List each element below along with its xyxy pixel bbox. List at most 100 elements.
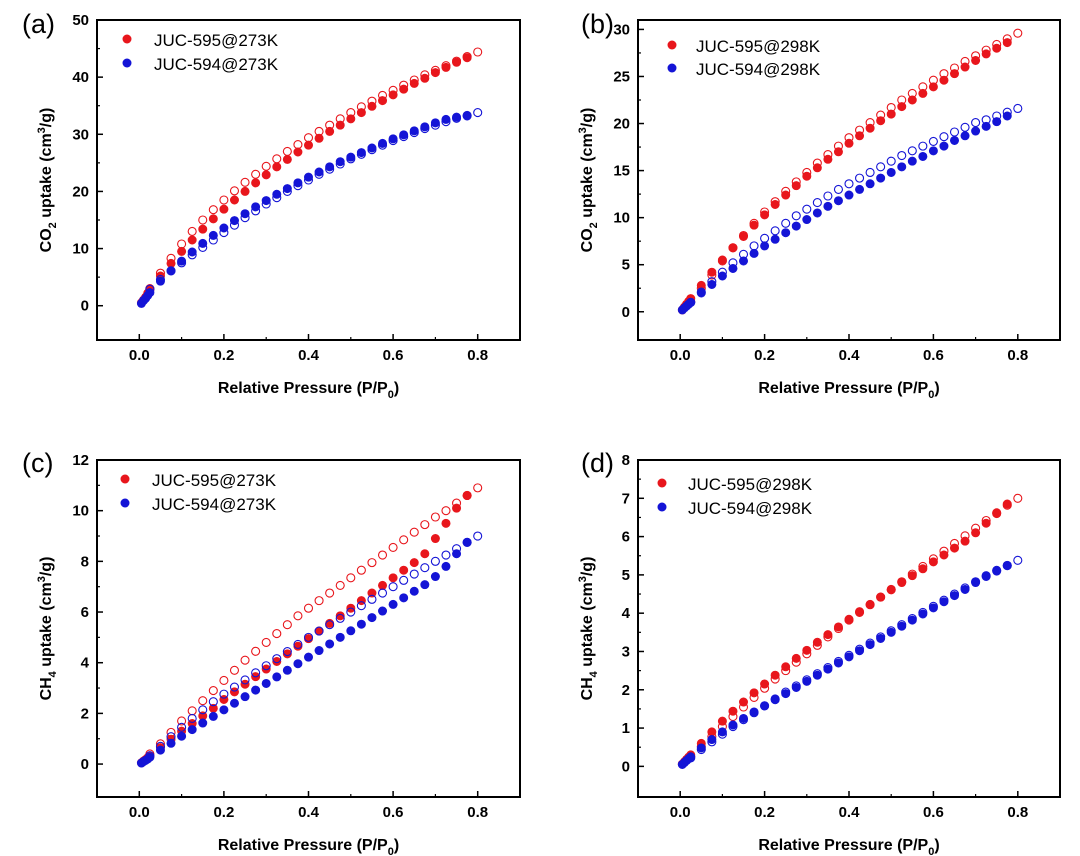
desorption-point	[198, 705, 208, 715]
legend-label: JUC-594@298K	[696, 60, 821, 79]
desorption-point	[282, 647, 292, 657]
x-tick-label: 0.6	[383, 347, 404, 364]
adsorption-point	[452, 503, 462, 513]
adsorption-point	[823, 630, 833, 640]
adsorption-point	[918, 151, 928, 161]
adsorption-point	[960, 584, 970, 594]
y-tick-label: 30	[613, 21, 630, 38]
adsorption-point	[949, 69, 959, 79]
adsorption-point	[155, 745, 165, 755]
adsorption-point	[728, 243, 738, 253]
plot-frame	[637, 19, 1061, 341]
y-tick-label: 7	[622, 490, 630, 507]
legend: JUC-595@298K JUC-594@298K	[657, 475, 813, 518]
panel-letter: (a)	[22, 9, 55, 39]
adsorption-point	[844, 652, 854, 662]
adsorption-point	[686, 297, 696, 307]
desorption-point	[229, 682, 240, 692]
desorption-point	[409, 569, 419, 579]
adsorption-point	[409, 558, 419, 568]
y-tick-label: 25	[613, 68, 630, 85]
adsorption-point	[240, 209, 250, 219]
y-tick-label: 2	[81, 705, 89, 722]
desorption-point	[918, 141, 928, 151]
adsorption-point	[749, 248, 759, 258]
y-tick-label: 6	[81, 604, 89, 621]
legend-marker	[122, 58, 132, 68]
adsorption-point	[177, 246, 187, 256]
adsorption-point	[462, 111, 472, 121]
desorption-point	[356, 565, 366, 575]
desorption-point	[335, 580, 345, 590]
adsorption-point	[155, 276, 165, 286]
desorption-point	[251, 668, 261, 678]
adsorption-point	[229, 698, 239, 708]
adsorption-point	[907, 95, 917, 105]
series-2	[136, 108, 483, 308]
desorption-point	[272, 654, 282, 664]
adsorption-point	[981, 571, 991, 581]
adsorption-point	[707, 267, 717, 277]
adsorption-point	[409, 126, 419, 136]
desorption-point	[854, 173, 865, 183]
adsorption-point	[992, 117, 1002, 127]
desorption-point	[907, 146, 917, 156]
x-tick-label: 0.8	[1007, 804, 1028, 821]
desorption-point	[272, 154, 282, 164]
legend: JUC-595@298K JUC-594@298K	[667, 37, 821, 79]
adsorption-point	[770, 199, 780, 209]
adsorption-point	[430, 118, 440, 128]
desorption-point	[314, 626, 324, 636]
y-axis-title: CO2 uptake (cm3/g)	[36, 108, 59, 253]
adsorption-point	[971, 55, 981, 65]
desorption-point	[251, 169, 261, 179]
series-2	[677, 555, 1023, 769]
desorption-point	[473, 108, 483, 118]
adsorption-point	[728, 720, 738, 730]
adsorption-point	[802, 215, 812, 225]
adsorption-point	[981, 121, 991, 131]
adsorption-point	[314, 167, 324, 177]
adsorption-point	[981, 49, 991, 59]
adsorption-point	[876, 592, 886, 602]
adsorption-point	[770, 695, 780, 705]
y-tick-label: 20	[613, 116, 630, 133]
adsorption-point	[791, 653, 801, 663]
adsorption-point	[388, 134, 398, 144]
desorption-point	[781, 218, 791, 228]
desorption-point	[261, 637, 271, 647]
y-axis-title: CO2 uptake (cm3/g)	[577, 108, 600, 253]
adsorption-point	[760, 241, 770, 251]
adsorption-point	[707, 735, 717, 745]
adsorption-point	[939, 75, 949, 85]
x-tick-label: 0.2	[213, 347, 234, 364]
adsorption-point	[760, 679, 770, 689]
adsorption-point	[303, 172, 313, 182]
adsorption-point	[960, 62, 970, 72]
series-1	[136, 483, 483, 768]
y-tick-label: 0	[81, 298, 89, 315]
x-tick-label: 0.4	[839, 347, 861, 364]
series-2	[136, 531, 483, 768]
adsorption-point	[802, 645, 812, 655]
x-axis-title: Relative Pressure (P/P0)	[758, 837, 939, 856]
adsorption-point	[356, 148, 366, 158]
desorption-point	[251, 646, 261, 656]
desorption-point	[473, 531, 483, 541]
desorption-point	[367, 558, 377, 568]
y-axis-title: CH4 uptake (cm3/g)	[577, 557, 600, 701]
desorption-point	[473, 483, 483, 493]
desorption-point	[177, 716, 187, 726]
x-tick-label: 0.0	[670, 804, 691, 821]
adsorption-point	[949, 135, 959, 145]
adsorption-point	[1002, 499, 1012, 509]
legend-marker	[120, 474, 130, 484]
desorption-point	[356, 601, 366, 611]
adsorption-point	[293, 641, 303, 651]
adsorption-point	[388, 90, 398, 100]
adsorption-point	[844, 614, 854, 624]
desorption-point	[282, 620, 292, 630]
adsorption-point	[388, 599, 398, 609]
adsorption-point	[833, 622, 843, 632]
adsorption-point	[907, 571, 917, 581]
